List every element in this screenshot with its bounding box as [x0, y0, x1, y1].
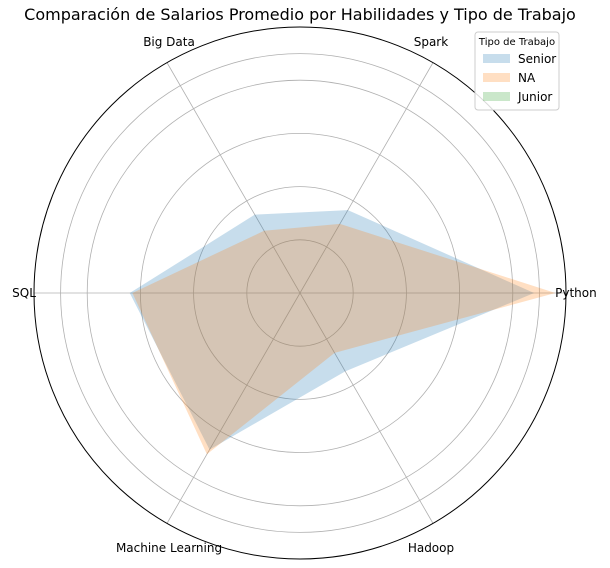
grid-spoke-2 — [299, 62, 434, 294]
grid-spoke-6 — [299, 292, 434, 524]
series-area-1 — [129, 210, 535, 450]
axis-label-1: Python — [555, 286, 597, 300]
legend-title: Tipo de Trabajo — [478, 37, 555, 48]
legend-swatch-3 — [483, 92, 510, 101]
series-area-2 — [132, 223, 556, 455]
outer-frame — [33, 26, 567, 560]
axis-label-2: Spark — [414, 35, 449, 49]
grid-spoke-3 — [166, 62, 301, 294]
legend-swatch-1 — [483, 54, 510, 63]
legend-label-3: Junior — [517, 90, 552, 104]
axis-labels: Python Spark Big Data SQL Machine Learning Ha… — [12, 35, 597, 555]
axis-label-3: Big Data — [143, 35, 195, 49]
grid-layer — [33, 26, 567, 560]
axis-label-6: Hadoop — [408, 541, 454, 555]
series-layer — [129, 210, 556, 455]
grid-spoke-5 — [166, 292, 301, 524]
legend: Tipo de Trabajo Senior NA Junior — [474, 31, 560, 111]
chart-title: Comparación de Salarios Promedio por Hab… — [24, 5, 576, 24]
legend-box — [474, 31, 560, 111]
legend-swatch-2 — [483, 73, 510, 82]
axis-label-5: Machine Learning — [116, 541, 222, 555]
legend-label-1: Senior — [518, 52, 556, 66]
axis-label-4: SQL — [12, 286, 36, 300]
legend-label-2: NA — [518, 71, 536, 85]
